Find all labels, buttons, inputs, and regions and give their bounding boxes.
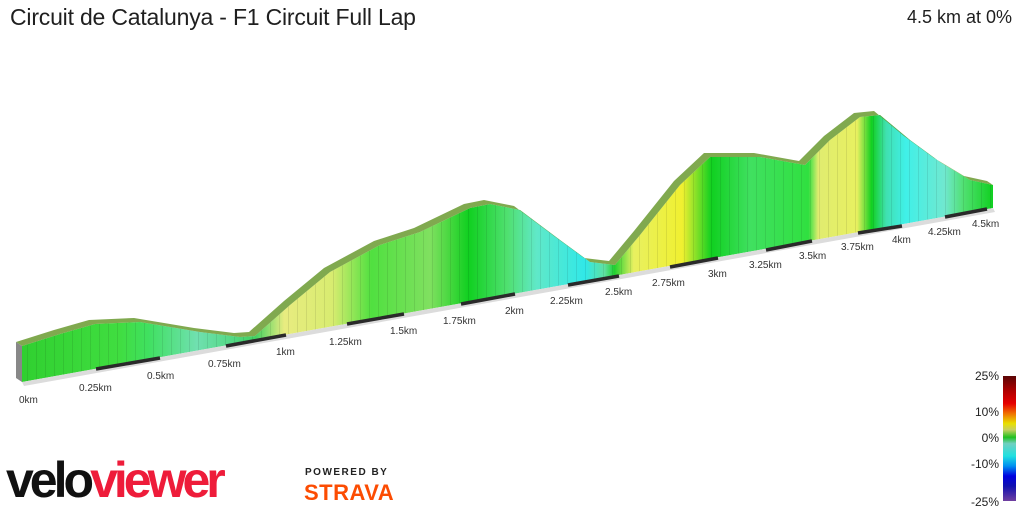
legend-label-10: 10% — [974, 405, 999, 419]
profile-top-edge — [16, 111, 993, 346]
tick-1-25km: 1.25km — [329, 337, 362, 348]
legend-label-0: 0% — [981, 431, 999, 445]
legend-label-25: 25% — [974, 369, 999, 383]
gradient-legend: 25% 10% 0% -10% -25% — [950, 368, 1024, 509]
tick-2-75km: 2.75km — [652, 278, 685, 289]
route-summary: 4.5 km at 0% — [906, 7, 1012, 27]
logo-velo: velo — [6, 452, 94, 508]
legend-label-minus-10: -10% — [970, 457, 999, 471]
tick-4km: 4km — [892, 235, 911, 246]
tick-2-25km: 2.25km — [550, 296, 583, 307]
legend-label-minus-25: -25% — [970, 495, 999, 509]
strava-logo: STRAVA — [304, 480, 395, 505]
tick-1-5km: 1.5km — [390, 326, 417, 337]
tick-3-5km: 3.5km — [799, 251, 826, 262]
route-title: Circuit de Catalunya - F1 Circuit Full L… — [10, 4, 416, 30]
baseline-ground — [22, 208, 995, 386]
tick-1km: 1km — [276, 347, 295, 358]
tick-3-25km: 3.25km — [749, 260, 782, 271]
tick-0-5km: 0.5km — [147, 371, 174, 382]
tick-0-25km: 0.25km — [79, 383, 112, 394]
tick-3-75km: 3.75km — [841, 242, 874, 253]
powered-by-label: POWERED BY — [305, 467, 389, 478]
gradient-color-scale — [1003, 376, 1016, 501]
distance-scale-segments — [95, 207, 988, 371]
tick-3km: 3km — [708, 269, 727, 280]
tick-2-5km: 2.5km — [605, 287, 632, 298]
veloviewer-logo: veloviewer — [6, 452, 226, 508]
tick-2km: 2km — [505, 306, 524, 317]
logo-viewer: viewer — [90, 452, 226, 508]
elevation-profile-chart: 0km 0.25km 0.5km 0.75km 1km 1.25km 1.5km… — [16, 111, 999, 406]
tick-0-75km: 0.75km — [208, 359, 241, 370]
tick-4-25km: 4.25km — [928, 227, 961, 238]
tick-4-5km: 4.5km — [972, 219, 999, 230]
tick-1-75km: 1.75km — [443, 316, 476, 327]
tick-0km: 0km — [19, 395, 38, 406]
distance-axis-labels: 0km 0.25km 0.5km 0.75km 1km 1.25km 1.5km… — [19, 219, 999, 406]
profile-side-face — [16, 342, 22, 382]
